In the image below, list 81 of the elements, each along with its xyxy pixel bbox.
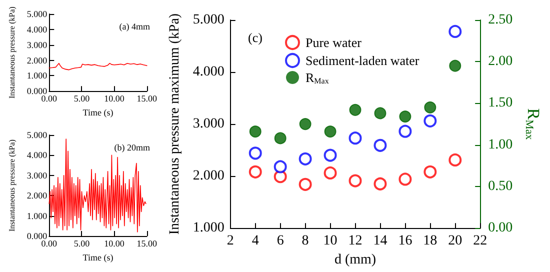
- point: [249, 126, 262, 138]
- y-tick-label: 1.000: [26, 70, 48, 81]
- point: [248, 146, 262, 160]
- legend-label: Pure water: [306, 35, 362, 50]
- y-tick-label: 5.000: [26, 9, 48, 19]
- x-tick-label: 12: [348, 234, 362, 249]
- point: [324, 148, 337, 162]
- x-tick-label: 10: [323, 234, 338, 249]
- point: [374, 177, 387, 190]
- x-tick-label: 10.00: [104, 94, 125, 104]
- point: [348, 174, 362, 188]
- y-tick-label: 1.000: [192, 220, 224, 236]
- point: [324, 126, 336, 138]
- point: [299, 118, 312, 130]
- y2-axis-title: RMax: [523, 108, 543, 140]
- y-axis-title: Instantaneous pressure (kPa): [8, 6, 16, 99]
- x-tick-label: 0.00: [41, 94, 58, 104]
- y-tick-label: 0.000: [26, 231, 48, 241]
- y-tick-label: 5.000: [192, 12, 224, 28]
- x-tick-label: 16: [398, 234, 412, 249]
- y2-tick-label: 0.00: [488, 220, 513, 236]
- x-tick-label: 0.00: [41, 238, 58, 248]
- point: [348, 132, 362, 145]
- point: [399, 110, 412, 123]
- y2-tick-label: 1.00: [488, 137, 513, 152]
- x-tick-label: 15.00: [136, 94, 158, 104]
- y-axis-title: Instantaneous pressure maximum (kPa): [168, 13, 182, 235]
- point: [374, 138, 387, 152]
- y-tick-label: 5.000: [26, 130, 48, 140]
- point: [424, 101, 436, 114]
- point: [398, 124, 412, 138]
- point: [349, 104, 362, 116]
- point: [298, 152, 312, 166]
- y-tick-label: 4.000: [192, 64, 224, 80]
- point: [274, 132, 286, 144]
- point: [398, 172, 412, 186]
- x-tick-label: 2: [226, 234, 234, 249]
- y2-tick-label: 2.00: [488, 54, 513, 70]
- point: [424, 114, 437, 128]
- x-tick-label: 15.00: [136, 238, 158, 248]
- y-axis-title: Instantaneous pressure (kPa): [8, 139, 16, 232]
- y-tick-label: 3.000: [26, 170, 48, 180]
- x-axis-title: d (mm): [334, 252, 376, 268]
- y-tick-label: 2.000: [26, 190, 48, 201]
- line-series: [48, 62, 148, 70]
- x-axis-title: Time (s): [82, 108, 114, 118]
- y-tick-label: 0.000: [26, 86, 48, 96]
- y2-tick-label: 1.50: [488, 96, 513, 111]
- x-axis-title: Time (s): [82, 252, 114, 262]
- x-tick-label: 4: [252, 234, 259, 249]
- point: [274, 160, 287, 174]
- x-tick-label: 22: [473, 234, 488, 249]
- x-tick-label: 8: [302, 234, 309, 249]
- point: [298, 178, 312, 191]
- x-tick-label: 20: [448, 234, 462, 249]
- y2-tick-label: 2.50: [488, 12, 513, 28]
- annotation: (b) 20mm: [114, 142, 150, 152]
- y-tick-label: 3.000: [26, 40, 48, 50]
- x-tick-label: 18: [423, 234, 438, 249]
- point: [248, 165, 262, 178]
- y-tick-label: 2.000: [192, 168, 224, 184]
- annotation: (c): [248, 30, 262, 45]
- x-tick-label: 6: [276, 234, 284, 249]
- point: [424, 165, 437, 178]
- point: [374, 107, 386, 120]
- x-tick-label: 10.00: [104, 238, 125, 248]
- point: [448, 153, 462, 166]
- x-tick-label: 5.00: [74, 238, 90, 248]
- y2-tick-label: 0.50: [488, 178, 513, 194]
- annotation: (a) 4mm: [119, 22, 150, 32]
- y-tick-label: 4.000: [26, 150, 48, 160]
- x-tick-label: 14: [373, 234, 388, 249]
- y-tick-label: 3.000: [192, 116, 224, 132]
- point: [448, 24, 462, 38]
- point: [449, 60, 462, 72]
- legend-label: Sediment-laden water: [306, 53, 420, 68]
- y-tick-label: 1.000: [26, 210, 48, 221]
- y-tick-label: 2.000: [26, 55, 48, 66]
- point: [324, 166, 337, 180]
- y-tick-label: 4.000: [26, 24, 48, 34]
- x-tick-label: 5.00: [74, 94, 90, 104]
